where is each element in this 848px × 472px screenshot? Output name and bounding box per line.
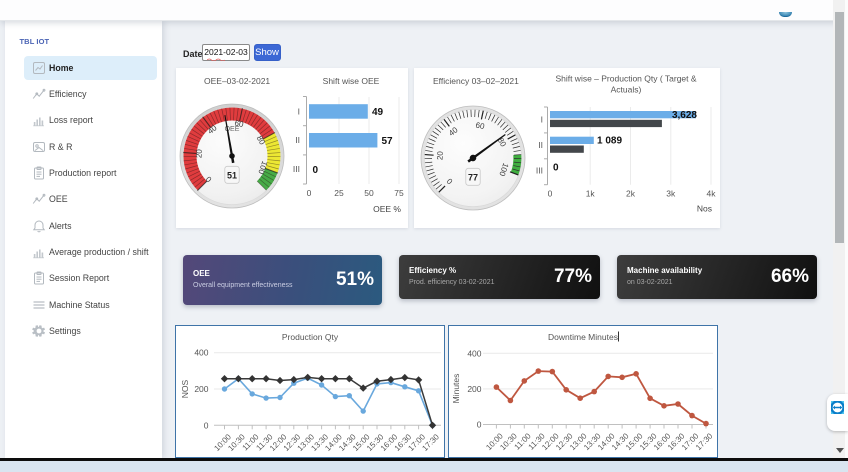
svg-text:1 089: 1 089 [597,136,622,147]
svg-text:77: 77 [468,173,478,183]
svg-text:Downtime Minutes: Downtime Minutes [548,332,618,342]
svg-text:4k: 4k [707,189,717,199]
svg-text:200: 200 [467,384,481,394]
svg-text:400: 400 [467,348,481,358]
svg-text:60: 60 [234,119,245,130]
svg-text:1k: 1k [586,189,596,199]
svg-text:Minutes: Minutes [451,374,461,404]
svg-text:2k: 2k [626,189,636,199]
svg-text:Actuals): Actuals) [611,85,642,95]
svg-text:0: 0 [204,174,214,184]
svg-text:III: III [293,164,300,174]
svg-text:OEE %: OEE % [373,204,401,214]
svg-text:0: 0 [445,176,455,186]
svg-text:60: 60 [475,121,486,132]
svg-text:3k: 3k [666,189,676,199]
svg-text:0: 0 [477,420,482,430]
svg-text:Shift wise – Production Qty (: Shift wise – Production Qty ( Target & [555,74,696,84]
svg-text:0: 0 [548,189,553,199]
svg-text:0: 0 [307,188,312,198]
svg-text:57: 57 [382,136,394,147]
svg-text:400: 400 [194,348,208,358]
svg-text:75: 75 [394,188,404,198]
svg-text:20: 20 [435,150,445,160]
svg-text:OEE: OEE [225,126,240,133]
svg-text:49: 49 [372,107,384,118]
svg-text:Production Qty: Production Qty [282,332,339,342]
svg-text:II: II [538,140,543,150]
svg-text:3,628: 3,628 [672,110,697,121]
svg-text:25: 25 [334,188,344,198]
svg-text:17:30: 17:30 [420,432,441,453]
svg-text:NOS: NOS [180,379,190,398]
svg-text:17:30: 17:30 [694,431,715,452]
svg-text:0: 0 [313,165,319,176]
svg-text:20: 20 [194,148,204,158]
svg-text:I: I [541,114,543,124]
svg-text:II: II [295,135,300,145]
svg-text:50: 50 [364,188,374,198]
svg-text:51: 51 [227,171,237,181]
svg-text:0: 0 [553,163,559,174]
svg-text:Nos: Nos [697,204,712,214]
svg-text:III: III [536,166,543,176]
svg-text:Shift wise OEE: Shift wise OEE [323,76,380,86]
svg-text:I: I [298,106,300,116]
svg-text:0: 0 [204,420,209,430]
svg-text:200: 200 [194,384,208,394]
